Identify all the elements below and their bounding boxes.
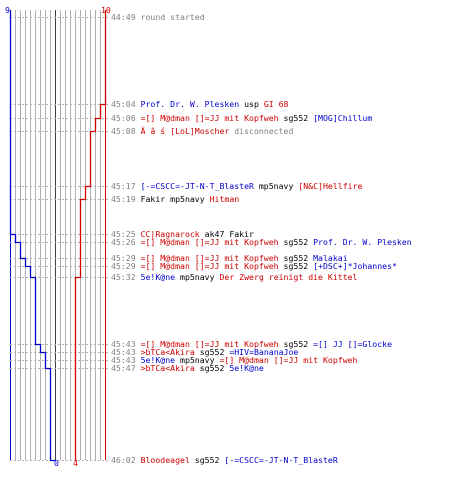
event-text: Prof. Dr. W. Plesken — [313, 237, 412, 247]
event-time: 45:19 — [111, 194, 141, 204]
event-row: 45:43 >bTCa<Akira sg552 =HIV=BananaJoe — [111, 347, 298, 357]
event-time: 45:25 — [111, 229, 141, 239]
event-time: 45:47 — [111, 363, 141, 373]
event-text: Hitman — [209, 194, 240, 204]
event-text: ak47 — [199, 229, 230, 239]
event-row: 45:47 >bTCa<Akira sg552 5e!K@ne — [111, 363, 264, 373]
event-text: sg552 — [194, 363, 230, 373]
red-score-top: 10 — [101, 5, 111, 15]
blue-team-line — [9, 10, 56, 462]
event-row: 45:32 5e!K@ne mp5navy Der Zwerg reinigt … — [111, 272, 358, 282]
event-text: sg552 — [194, 347, 230, 357]
event-time: 45:43 — [111, 339, 141, 349]
event-text: >bTCa<Akira — [140, 347, 195, 357]
event-text: 5e!K@ne — [229, 363, 264, 373]
event-text: mp5navy — [253, 181, 299, 191]
event-text: GI 68 — [263, 99, 289, 109]
event-text: >bTCa<Akira — [140, 363, 195, 373]
event-text: =[] M@dman []=JJ mit Kopfweh — [140, 261, 279, 271]
event-text: sg552 — [278, 339, 314, 349]
event-text: Der Zwerg reinigt die Kittel — [219, 272, 358, 282]
event-time: 46:02 — [111, 455, 141, 465]
event-row: 45:29 =[] M@dman []=JJ mit Kopfweh sg552… — [111, 253, 348, 263]
event-text: sg552 — [278, 261, 314, 271]
event-row: 45:29 =[] M@dman []=JJ mit Kopfweh sg552… — [111, 261, 397, 271]
event-time: 45:43 — [111, 347, 141, 357]
event-time: 45:26 — [111, 237, 141, 247]
event-text: =[] M@dman []=JJ mit Kopfweh — [140, 253, 279, 263]
event-text: mp5navy — [165, 194, 210, 204]
event-text: mp5navy — [175, 355, 220, 365]
event-text: sg552 — [189, 455, 225, 465]
event-row: 45:04 Prof. Dr. W. Plesken usp GI 68 — [111, 99, 288, 109]
red-score-bottom: 4 — [73, 458, 78, 468]
event-text: Fakir — [140, 194, 166, 204]
event-row: 45:08 Ä â ś [LoL]Moscher disconnected — [111, 126, 293, 136]
event-text: 5e!K@ne — [140, 272, 176, 282]
event-text: =[] M@dman []=JJ mit Kopfweh — [140, 113, 279, 123]
event-time: 44:49 — [111, 12, 141, 22]
event-time: 45:17 — [111, 181, 141, 191]
event-text: sg552 — [278, 237, 314, 247]
event-text: [MOG]Chillum — [313, 113, 373, 123]
event-text: [-=CSCC=-JT-N-T_BlasteR — [140, 181, 254, 191]
event-text: =[] M@dman []=JJ mit Kopfweh — [140, 237, 279, 247]
event-time: 45:43 — [111, 355, 141, 365]
blue-score-top: 9 — [5, 5, 10, 15]
event-row: 45:06 =[] M@dman []=JJ mit Kopfweh sg552… — [111, 113, 372, 123]
event-text: usp — [239, 99, 264, 109]
event-text: sg552 — [278, 113, 314, 123]
event-row: 45:19 Fakir mp5navy Hitman — [111, 194, 239, 204]
event-text: Ä â ś [LoL]Moscher — [140, 126, 230, 136]
event-time: 45:29 — [111, 253, 141, 263]
event-text: disconnected — [229, 126, 294, 136]
event-text: sg552 — [278, 253, 314, 263]
event-text: 5e!K@ne — [140, 355, 176, 365]
event-row: 44:49 round started — [111, 12, 205, 22]
event-row: 45:43 5e!K@ne mp5navy =[] M@dman []=JJ m… — [111, 355, 358, 365]
event-text: =[] M@dman []=JJ mit Kopfweh — [219, 355, 358, 365]
event-time: 45:29 — [111, 261, 141, 271]
event-text: mp5navy — [175, 272, 220, 282]
event-row: 46:02 Bloodeagel sg552 [-=CSCC=-JT-N-T_B… — [111, 455, 338, 465]
blue-score-bottom: 0 — [54, 458, 59, 468]
event-text: =[] JJ []=Glocke — [313, 339, 392, 349]
event-text: [N&C]Hellfire — [298, 181, 363, 191]
event-text: =HIV=BananaJoe — [229, 347, 299, 357]
event-text: round started — [140, 12, 205, 22]
event-time: 45:06 — [111, 113, 141, 123]
event-text: [-=CSCC=-JT-N-T_BlasteR — [224, 455, 338, 465]
event-text: Malakai — [313, 253, 348, 263]
event-text: Bloodeagel — [140, 455, 190, 465]
event-text: [+DSC+]*Johannes* — [313, 261, 397, 271]
event-row: 45:26 =[] M@dman []=JJ mit Kopfweh sg552… — [111, 237, 412, 247]
event-text: Prof. Dr. W. Plesken — [140, 99, 240, 109]
event-time: 45:04 — [111, 99, 141, 109]
event-time: 45:08 — [111, 126, 141, 136]
event-text: Fakir — [229, 229, 254, 239]
red-team-line — [74, 10, 107, 461]
event-row: 45:25 CC|Ragnarock ak47 Fakir — [111, 229, 254, 239]
event-time: 45:32 — [111, 272, 141, 282]
event-row: 45:43 =[] M@dman []=JJ mit Kopfweh sg552… — [111, 339, 392, 349]
event-text: CC|Ragnarock — [140, 229, 200, 239]
event-text: =[] M@dman []=JJ mit Kopfweh — [140, 339, 279, 349]
event-row: 45:17 [-=CSCC=-JT-N-T_BlasteR mp5navy [N… — [111, 181, 362, 191]
